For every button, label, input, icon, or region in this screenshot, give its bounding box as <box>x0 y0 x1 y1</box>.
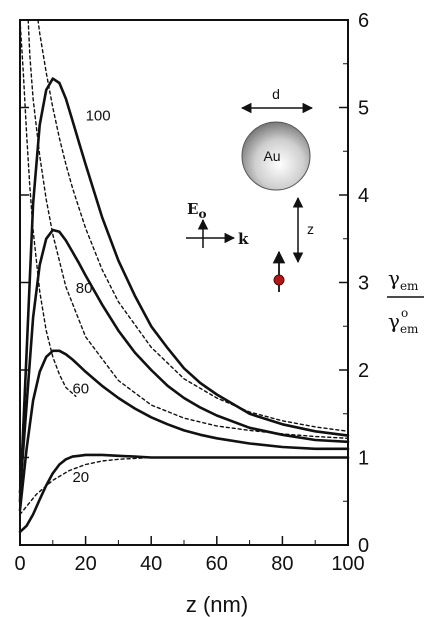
series-line-60 <box>18 349 350 512</box>
dotted-reference-curve <box>37 19 349 432</box>
dotted-reference-curve <box>19 19 77 397</box>
y-label-denominator: γem <box>388 309 419 336</box>
y-tick-label: 3 <box>358 273 369 295</box>
y-axis-label: γem γem o <box>387 266 424 336</box>
y-tick-label: 5 <box>358 98 369 120</box>
x-tick-label: 60 <box>206 553 228 575</box>
diameter-label: d <box>272 86 280 102</box>
wavevector-label: k <box>238 230 249 248</box>
curve-label-60: 60 <box>72 381 89 398</box>
curve-label-80: 80 <box>76 280 93 297</box>
x-axis-label: z (nm) <box>186 592 248 617</box>
x-tick-label: 40 <box>140 553 162 575</box>
y-tick-label: 1 <box>358 448 369 470</box>
gold-nanosphere <box>241 121 311 191</box>
y-label-denominator-sup: o <box>401 306 408 320</box>
y-tick-label: 0 <box>358 535 369 557</box>
series-layer <box>18 19 350 534</box>
series-line-80 <box>18 228 350 494</box>
series-line-100 <box>18 77 350 503</box>
sphere-label: Au <box>263 148 280 164</box>
curve-label-20: 20 <box>72 469 89 486</box>
distance-label: z <box>307 221 314 237</box>
y-tick-label: 4 <box>358 185 369 207</box>
plot-frame <box>19 19 349 546</box>
x-tick-label: 80 <box>271 553 293 575</box>
dotted-reference-curve <box>27 19 349 439</box>
dotted-reference-curve <box>19 456 349 516</box>
curve-label-layer: 100 80 60 20 <box>72 108 110 486</box>
series-line-20 <box>18 453 350 534</box>
x-tick-label: 0 <box>14 553 25 575</box>
y-label-numerator: γem <box>388 266 419 293</box>
curve-label-100: 100 <box>86 108 111 125</box>
inset-schematic: d Au z Eo k <box>186 86 314 292</box>
dipole-emitter <box>273 274 285 286</box>
y-tick-label: 6 <box>358 10 369 32</box>
x-tick-label: 20 <box>74 553 96 575</box>
y-tick-label: 2 <box>358 360 369 382</box>
field-label: Eo <box>187 200 206 221</box>
x-tick-label: 100 <box>331 553 364 575</box>
